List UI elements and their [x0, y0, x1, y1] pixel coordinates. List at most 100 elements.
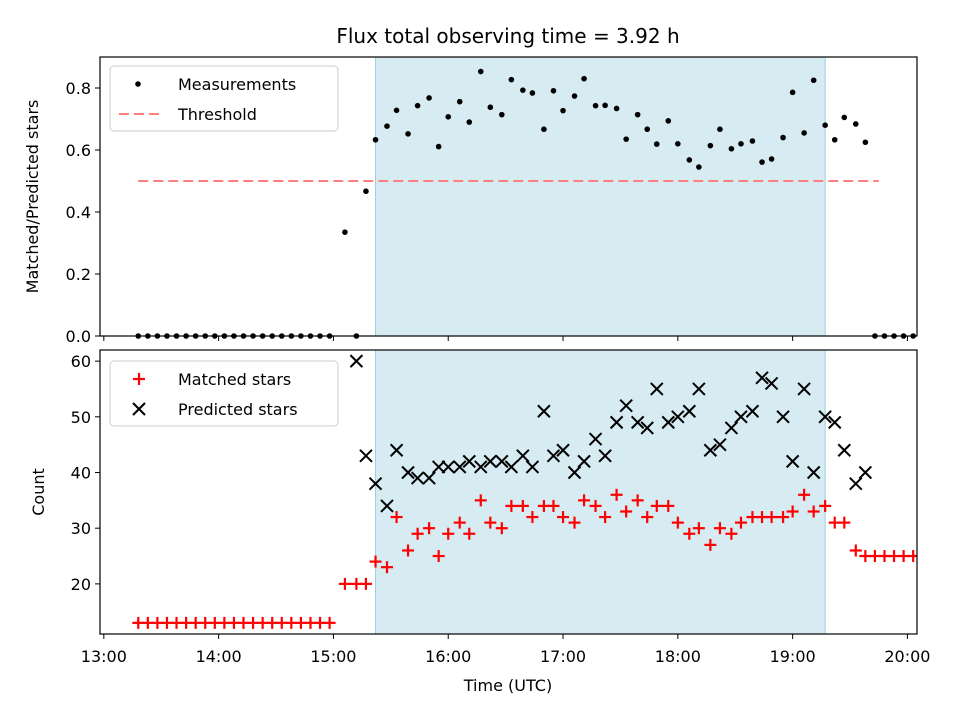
measurement-point: [717, 126, 723, 133]
predicted-star-point: [588, 432, 603, 446]
matched-star-point: [777, 511, 790, 524]
predicted-x-b: [724, 421, 739, 435]
x-tick-label: 20:00: [884, 647, 930, 666]
predicted-x-b: [764, 376, 779, 391]
predicted-star-point: [818, 410, 832, 424]
x-tick-label: 13:00: [81, 647, 127, 666]
top-legend: Measurements Threshold: [109, 65, 339, 132]
predicted-star-point: [619, 398, 633, 413]
predicted-x-b: [516, 449, 530, 463]
bottom-y-axis-label: Count: [29, 468, 48, 516]
predicted-x-b: [734, 410, 748, 424]
matched-star-point: [671, 516, 684, 529]
predicted-star-point: [441, 460, 455, 474]
predicted-star-point: [598, 449, 612, 463]
top-y-tick-label: 0.4: [66, 203, 91, 222]
matched-star-point: [474, 494, 487, 507]
predicted-x-b: [806, 465, 821, 480]
matched-star-point: [547, 499, 560, 512]
measurement-point: [653, 141, 660, 147]
matched-star-point: [568, 516, 581, 529]
predicted-star-point: [858, 465, 873, 480]
predicted-star-point: [504, 460, 519, 474]
predicted-x-b: [349, 354, 364, 368]
matched-star-point: [338, 577, 351, 590]
top-axes-frame: [99, 56, 918, 337]
matched-star-point: [453, 516, 466, 529]
measurement-point: [426, 95, 432, 101]
bottom-y-ticks: 20 30 40 50 60: [71, 352, 100, 594]
predicted-x-b: [462, 454, 476, 469]
measurement-point: [477, 68, 484, 75]
matched-star-point: [916, 554, 917, 558]
measurement-point: [499, 111, 505, 118]
matched-star-point: [662, 499, 675, 512]
x-tick-label: 19:00: [770, 647, 816, 666]
predicted-star-point: [546, 449, 561, 463]
predicted-star-point: [537, 404, 551, 418]
predicted-star-point: [640, 421, 654, 435]
predicted-star-point: [724, 421, 739, 435]
measurement-point: [623, 136, 629, 142]
matched-star-point: [505, 499, 518, 512]
predicted-star-point: [776, 410, 790, 424]
predicted-x-b: [495, 454, 509, 469]
predicted-x-b: [389, 443, 404, 457]
predicted-star-point: [755, 371, 769, 385]
measurement-point: [560, 107, 566, 114]
measurement-point: [920, 333, 926, 339]
bottom-y-tick-label: 30: [71, 519, 91, 538]
matched-star-point: [390, 511, 403, 524]
predicted-x-b: [504, 460, 519, 474]
predicted-x-b: [609, 415, 624, 430]
matched-star-point: [423, 522, 436, 535]
predicted-x-b: [849, 476, 863, 491]
predicted-x-b: [359, 449, 373, 463]
measurement-point: [571, 93, 578, 99]
measurement-point: [550, 87, 557, 94]
matched-star-point: [765, 511, 778, 524]
legend-matched-marker: [133, 373, 145, 385]
predicted-star-point: [483, 454, 498, 469]
predicted-x-b: [755, 371, 769, 385]
x-tick-label: 16:00: [425, 647, 471, 666]
predicted-star-point: [650, 382, 664, 396]
bottom-y-tick-label: 50: [71, 408, 91, 427]
measurement-point: [520, 87, 526, 93]
measurement-point: [841, 114, 848, 121]
matched-star-point: [589, 499, 602, 512]
measurement-point: [581, 75, 587, 82]
predicted-star-point: [837, 443, 851, 457]
measurement-point: [789, 89, 796, 96]
x-axis-label: Time (UTC): [463, 676, 552, 695]
predicted-x-b: [577, 454, 591, 469]
predicted-x-b: [453, 460, 467, 474]
measurement-point: [613, 105, 620, 112]
measurement-point: [759, 159, 765, 165]
measurement-point: [393, 107, 400, 114]
predicted-star-point: [745, 404, 760, 418]
predicted-x-b: [401, 465, 415, 480]
measurement-point: [445, 114, 452, 120]
measurement-point: [749, 138, 756, 144]
x-tick-label: 17:00: [540, 647, 586, 666]
x-tick-label: 15:00: [310, 647, 356, 666]
measurement-point: [780, 134, 786, 141]
bottom-y-tick-label: 60: [71, 352, 91, 371]
predicted-star-point: [785, 454, 800, 469]
predicted-x-b: [368, 476, 383, 491]
matched-star-point: [631, 494, 644, 507]
legend-measurements-label: Measurements: [178, 75, 296, 94]
predicted-x-b: [630, 415, 645, 430]
matched-star-point: [620, 505, 633, 518]
predicted-star-point: [764, 376, 779, 391]
predicted-star-point: [389, 443, 404, 457]
predicted-x-b: [837, 443, 851, 457]
measurement-point: [372, 136, 379, 143]
matched-star-point: [713, 522, 726, 535]
predicted-star-point: [713, 437, 727, 452]
top-panel: 0.00.20.40.60.8 Matched/Predicted stars …: [23, 56, 926, 346]
top-observing-span: [375, 56, 826, 337]
predicted-star-point: [462, 454, 476, 469]
